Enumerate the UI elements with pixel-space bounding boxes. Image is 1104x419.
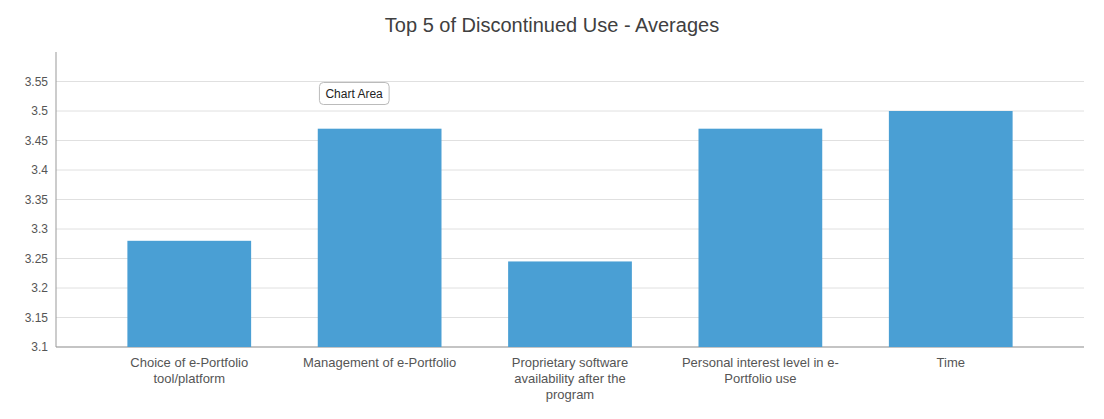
x-tick-label: Management of e-Portfolio [303, 355, 456, 370]
grid-line [56, 81, 1084, 82]
x-tick-label: Time [937, 355, 965, 370]
x-tick-label-line: Time [937, 355, 965, 370]
y-tick-label: 3.2 [31, 281, 48, 295]
chart: Top 5 of Discontinued Use - Averages3.13… [0, 0, 1104, 419]
bars [127, 111, 1012, 347]
x-tick-label-line: Management of e-Portfolio [303, 355, 456, 370]
bar [508, 261, 632, 347]
title: Top 5 of Discontinued Use - Averages [385, 14, 719, 36]
y-tick-label: 3.35 [25, 193, 49, 207]
x-ticks: Choice of e-Portfoliotool/platform Manage… [130, 355, 965, 402]
x-tick-label: Personal interest level in e-Portfolio u… [682, 355, 839, 386]
y-tick-label: 3.45 [25, 134, 49, 148]
y-tick-label: 3.1 [31, 340, 48, 354]
y-tick-label: 3.15 [25, 311, 49, 325]
x-tick-label-line: tool/platform [153, 371, 225, 386]
bar [889, 111, 1013, 347]
x-tick-label-line: Portfolio use [724, 371, 796, 386]
y-tick-label: 3.5 [31, 104, 48, 118]
bar [127, 241, 251, 347]
annotation: Chart Area [319, 83, 389, 105]
x-tick-label-line: Personal interest level in e- [682, 355, 839, 370]
y-axis-line [56, 52, 57, 347]
x-tick-label-line: Choice of e-Portfolio [130, 355, 248, 370]
x-tick-label-line: program [546, 387, 594, 402]
annotation-text: Chart Area [325, 87, 383, 101]
bar [318, 129, 442, 347]
y-ticks: 3.1 3.15 3.2 3.25 3.3 3.35 3.4 3.45 3.5 3.55 [25, 75, 49, 355]
y-tick-label: 3.4 [31, 163, 48, 177]
x-tick-label: Proprietary softwareavailability after t… [512, 355, 628, 402]
bar [699, 129, 823, 347]
y-tick-label: 3.55 [25, 75, 49, 89]
x-tick-label: Choice of e-Portfoliotool/platform [130, 355, 248, 386]
x-tick-label-line: availability after the [514, 371, 625, 386]
y-tick-label: 3.25 [25, 252, 49, 266]
page: {"chart_data": {"type": "bar", "title": … [0, 0, 1104, 419]
annotation-box [319, 83, 389, 105]
y-tick-label: 3.3 [31, 222, 48, 236]
x-tick-label-line: Proprietary software [512, 355, 628, 370]
